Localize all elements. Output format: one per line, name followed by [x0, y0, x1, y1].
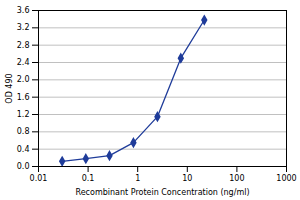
svg-text:100: 100: [229, 174, 244, 183]
svg-text:0.0: 0.0: [17, 162, 30, 171]
svg-text:1.2: 1.2: [17, 110, 30, 119]
svg-text:1: 1: [135, 174, 140, 183]
svg-text:1000: 1000: [276, 174, 296, 183]
svg-text:0.1: 0.1: [82, 174, 95, 183]
svg-text:2.0: 2.0: [17, 75, 30, 84]
svg-text:2.8: 2.8: [17, 41, 30, 50]
svg-text:2.4: 2.4: [17, 58, 30, 67]
svg-text:3.2: 3.2: [17, 23, 30, 32]
svg-text:0.8: 0.8: [17, 127, 30, 136]
svg-text:OD 490: OD 490: [5, 73, 14, 103]
svg-text:0.01: 0.01: [30, 174, 48, 183]
svg-text:1.6: 1.6: [17, 93, 30, 102]
svg-text:Recombinant Protein Concentrat: Recombinant Protein Concentration (ng/ml…: [75, 188, 249, 197]
svg-text:3.6: 3.6: [17, 6, 30, 15]
svg-text:0.4: 0.4: [17, 145, 30, 154]
svg-text:10: 10: [182, 174, 192, 183]
